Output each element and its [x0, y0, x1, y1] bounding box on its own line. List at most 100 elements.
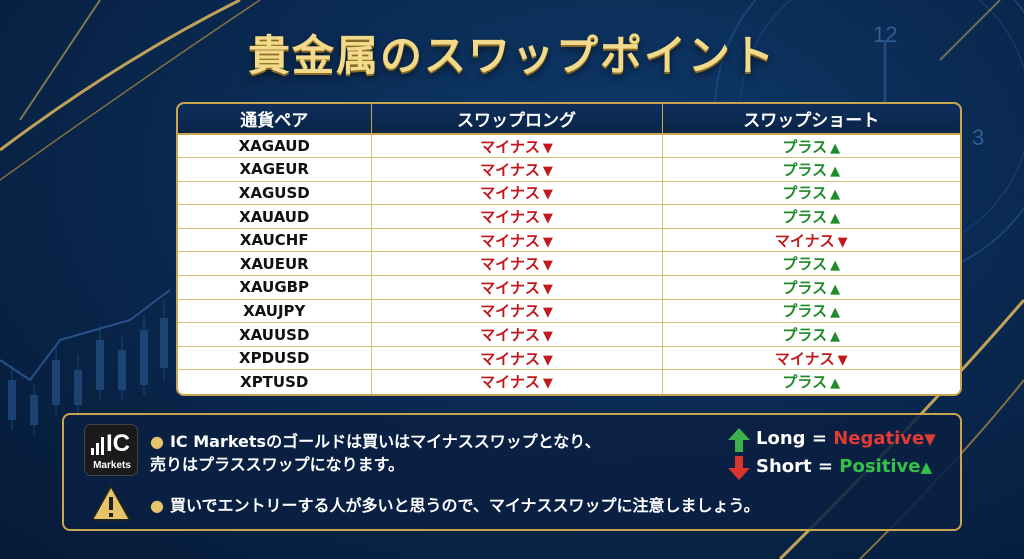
note-1-line-1: IC Marketsのゴールドは買いはマイナススワップとなり、 — [169, 432, 601, 451]
pair-cell: XAUJPY — [178, 299, 372, 324]
pair-cell: XAGUSD — [178, 181, 372, 206]
warning-icon — [91, 485, 131, 521]
swap-short-cell-label: マイナス — [774, 231, 835, 250]
swap-long-cell: マイナス ▼ — [371, 157, 663, 182]
swap-short-cell: プラス ▲ — [662, 157, 960, 182]
up-triangle-icon: ▲ — [830, 187, 841, 203]
pair-cell: XAGAUD — [178, 134, 372, 159]
legend-equals: = — [817, 456, 834, 477]
swap-short-cell-label: プラス — [782, 302, 828, 321]
swap-long-cell-label: マイナス — [480, 373, 540, 392]
swap-long-cell-label: マイナス — [480, 137, 540, 156]
swap-long-cell: マイナス ▼ — [371, 181, 663, 206]
table-row: XAGAUD マイナス ▼ プラス ▲ — [178, 134, 960, 159]
up-triangle-icon: ▲ — [830, 258, 841, 274]
page-title: 貴金属のスワップポイント — [247, 31, 776, 80]
pair-cell: XAGEUR — [178, 157, 372, 182]
table-row: XAUAUD マイナス ▼ プラス ▲ — [178, 204, 960, 229]
legend-down-triangle-icon: ▼ — [924, 430, 936, 448]
down-triangle-icon: ▼ — [542, 281, 553, 297]
swap-short-cell-label: プラス — [782, 326, 828, 345]
note-bullet-1: ● IC Marketsのゴールドは買いはマイナススワップとなり、 売りはプラスス… — [150, 430, 601, 476]
table-row: XAUEUR マイナス ▼ プラス ▲ — [178, 251, 960, 277]
legend-long-label: Long — [756, 428, 806, 449]
green-up-arrow-icon — [728, 428, 750, 452]
swap-short-cell-label: プラス — [782, 184, 828, 203]
logo-markets-text: Markets — [93, 460, 131, 471]
swap-long-cell: マイナス ▼ — [371, 204, 663, 229]
pair-cell: XAUCHF — [178, 228, 372, 253]
swap-long-cell: マイナス ▼ — [371, 275, 663, 300]
down-triangle-icon: ▼ — [542, 163, 553, 179]
swap-short-cell-label: マイナス — [774, 349, 835, 368]
legend-short-label: Short — [756, 456, 812, 477]
legend-equals: = — [811, 428, 827, 449]
swap-long-cell-label: マイナス — [480, 160, 540, 179]
note-bullet-2: ● 買いでエントリーする人が多いと思うので、マイナススワップに注意しましょう。 — [150, 494, 760, 517]
pair-cell: XAUAUD — [178, 204, 372, 229]
up-triangle-icon: ▲ — [830, 376, 841, 392]
header-swap-long: スワップロング — [371, 104, 663, 135]
bar-chart-icon — [91, 437, 105, 455]
up-triangle-icon: ▲ — [830, 140, 841, 156]
swap-long-cell: マイナス ▼ — [371, 322, 663, 347]
swap-long-cell: マイナス ▼ — [371, 251, 663, 277]
legend-positive: Positive — [839, 456, 921, 477]
down-triangle-icon: ▼ — [542, 211, 553, 227]
table-row: XAGUSD マイナス ▼ プラス ▲ — [178, 181, 960, 206]
swap-long-cell-label: マイナス — [480, 231, 540, 250]
swap-short-cell: プラス ▲ — [662, 181, 960, 206]
swap-short-cell: マイナス ▼ — [662, 228, 960, 253]
pair-cell: XAUEUR — [178, 251, 372, 277]
table-row: XAUUSD マイナス ▼ プラス ▲ — [178, 322, 960, 347]
legend-long: Long = Negative▼ — [756, 428, 936, 449]
swap-short-cell-label: プラス — [782, 255, 828, 274]
pair-cell: XPTUSD — [178, 369, 372, 394]
down-triangle-icon: ▼ — [542, 305, 553, 321]
swap-short-cell-label: プラス — [782, 208, 828, 227]
up-triangle-icon: ▲ — [830, 305, 841, 321]
pair-cell: XPDUSD — [178, 346, 372, 371]
swap-table: 通貨ペア スワップロング スワップショート XAGAUD マイナス ▼ プラス ▲ XAG… — [176, 102, 962, 396]
pair-cell: XAUGBP — [178, 275, 372, 300]
swap-long-cell: マイナス ▼ — [371, 134, 663, 159]
down-triangle-icon: ▼ — [542, 140, 553, 156]
down-triangle-icon: ▼ — [542, 329, 553, 345]
red-down-arrow-icon — [728, 456, 750, 480]
swap-short-cell: プラス ▲ — [662, 134, 960, 159]
legend-negative: Negative — [833, 428, 925, 449]
down-triangle-icon: ▼ — [837, 234, 848, 250]
swap-long-cell-label: マイナス — [480, 326, 540, 345]
table-row: XPDUSD マイナス ▼ マイナス ▼ — [178, 346, 960, 371]
swap-short-cell: プラス ▲ — [662, 275, 960, 300]
swap-long-cell-label: マイナス — [480, 255, 540, 274]
table-row: XPTUSD マイナス ▼ プラス ▲ — [178, 369, 960, 394]
table-row: XAUGBP マイナス ▼ プラス ▲ — [178, 275, 960, 300]
down-triangle-icon: ▼ — [542, 258, 553, 274]
swap-long-cell: マイナス ▼ — [371, 299, 663, 324]
down-triangle-icon: ▼ — [542, 187, 553, 203]
down-triangle-icon: ▼ — [542, 376, 553, 392]
ic-markets-logo: IC Markets — [84, 424, 138, 476]
swap-long-cell-label: マイナス — [480, 349, 540, 368]
table-row: XAUCHF マイナス ▼ マイナス ▼ — [178, 228, 960, 253]
legend-up-triangle-icon: ▲ — [920, 458, 933, 476]
table-row: XAGEUR マイナス ▼ プラス ▲ — [178, 157, 960, 182]
pair-cell: XAUUSD — [178, 322, 372, 347]
swap-short-cell: プラス ▲ — [662, 299, 960, 324]
swap-long-cell-label: マイナス — [480, 302, 540, 321]
up-triangle-icon: ▲ — [830, 329, 841, 345]
table-body: XAGAUD マイナス ▼ プラス ▲ XAGEUR マイナス ▼ プラス ▲ XAGUSD マイナス… — [178, 134, 960, 394]
swap-long-cell-label: マイナス — [480, 208, 540, 227]
swap-short-cell-label: プラス — [782, 278, 828, 297]
legend-short: Short = Positive▲ — [756, 456, 932, 477]
swap-long-cell: マイナス ▼ — [371, 228, 663, 253]
up-triangle-icon: ▲ — [830, 163, 841, 179]
note-2-text: 買いでエントリーする人が多いと思うので、マイナススワップに注意しましょう。 — [169, 496, 760, 515]
swap-short-cell: マイナス ▼ — [662, 346, 960, 371]
header-swap-short: スワップショート — [662, 104, 960, 135]
table-row: XAUJPY マイナス ▼ プラス ▲ — [178, 299, 960, 324]
note-1-line-2: 売りはプラススワップになります。 — [150, 455, 405, 474]
info-panel — [62, 413, 962, 531]
down-triangle-icon: ▼ — [542, 352, 553, 368]
